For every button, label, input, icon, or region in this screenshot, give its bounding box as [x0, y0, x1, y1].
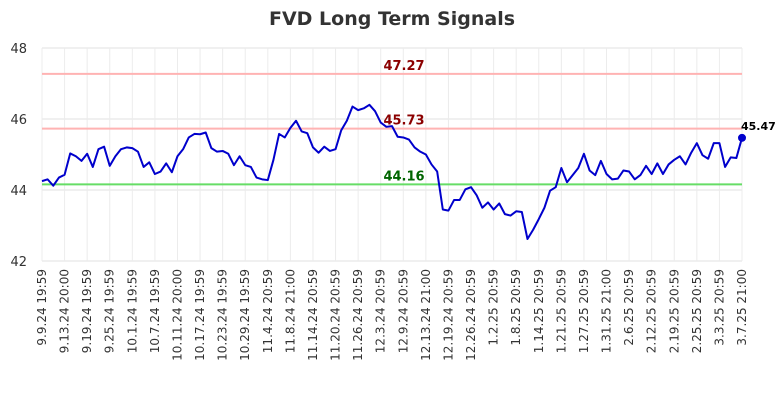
x-tick-label: 2.19.25 20:59: [667, 269, 681, 353]
y-tick-label: 42: [10, 255, 27, 270]
chart-title: FVD Long Term Signals: [269, 8, 515, 30]
y-tick-label: 44: [10, 184, 27, 199]
x-tick-label: 1.14.25 20:59: [532, 269, 546, 353]
x-tick-label: 10.7.24 19:59: [148, 269, 162, 353]
x-tick-label: 11.4.24 20:59: [261, 269, 275, 353]
x-tick-label: 1.27.25 20:59: [577, 269, 591, 353]
x-tick-label: 2.12.25 20:59: [645, 269, 659, 353]
x-tick-label: 9.9.24 19:59: [35, 269, 49, 346]
x-tick-label: 2.6.25 20:59: [622, 269, 636, 346]
reference-label: 45.73: [383, 114, 424, 129]
x-tick-label: 9.19.24 19:59: [80, 269, 94, 353]
x-axis-ticks: 9.9.24 19:59 9.13.24 20:00 9.19.24 19:59 9.…: [35, 269, 749, 361]
x-tick-label: 12.3.24 20:59: [374, 269, 388, 353]
reference-labels: 47.27 45.73 44.16: [383, 59, 424, 184]
x-tick-label: 10.23.24 19:59: [216, 269, 230, 361]
last-value-label: 45.47: [741, 120, 776, 133]
x-tick-label: 10.29.24 19:59: [238, 269, 252, 361]
x-tick-label: 12.13.24 21:00: [419, 269, 433, 361]
x-tick-label: 3.3.25 20:59: [712, 269, 726, 346]
reference-label: 44.16: [383, 169, 424, 184]
x-tick-label: 10.1.24 19:59: [125, 269, 139, 353]
x-tick-label: 1.8.25 20:59: [509, 269, 523, 346]
x-tick-label: 11.14.24 20:59: [306, 269, 320, 361]
last-value-marker: 45.47: [738, 120, 776, 142]
y-axis-ticks: 42 44 46 48: [10, 42, 27, 270]
x-tick-label: 10.11.24 20:00: [170, 269, 184, 361]
x-tick-label: 2.25.25 20:59: [690, 269, 704, 353]
x-tick-label: 11.8.24 21:00: [283, 269, 297, 353]
x-tick-label: 1.21.25 20:59: [554, 269, 568, 353]
y-tick-label: 46: [10, 113, 27, 128]
x-tick-label: 9.25.24 19:59: [103, 269, 117, 353]
x-tick-label: 12.19.24 20:59: [441, 269, 455, 361]
x-tick-label: 12.9.24 20:59: [396, 269, 410, 353]
x-tick-label: 10.17.24 19:59: [193, 269, 207, 361]
reference-lines: [42, 72, 742, 186]
series-layer: [41, 103, 743, 240]
last-point: [738, 133, 746, 142]
x-tick-label: 11.20.24 20:59: [329, 269, 343, 361]
x-tick-label: 11.26.24 20:59: [351, 269, 365, 361]
x-tick-label: 1.2.25 20:59: [487, 269, 501, 346]
x-tick-label: 9.13.24 20:00: [58, 269, 72, 353]
x-tick-label: 12.26.24 20:59: [464, 269, 478, 361]
reference-label: 47.27: [383, 59, 424, 74]
y-tick-label: 48: [10, 42, 27, 57]
x-tick-label: 1.31.25 21:00: [600, 269, 614, 353]
series-line: [41, 103, 743, 240]
grid: [41, 47, 743, 262]
x-tick-label: 3.7.25 21:00: [735, 269, 749, 346]
